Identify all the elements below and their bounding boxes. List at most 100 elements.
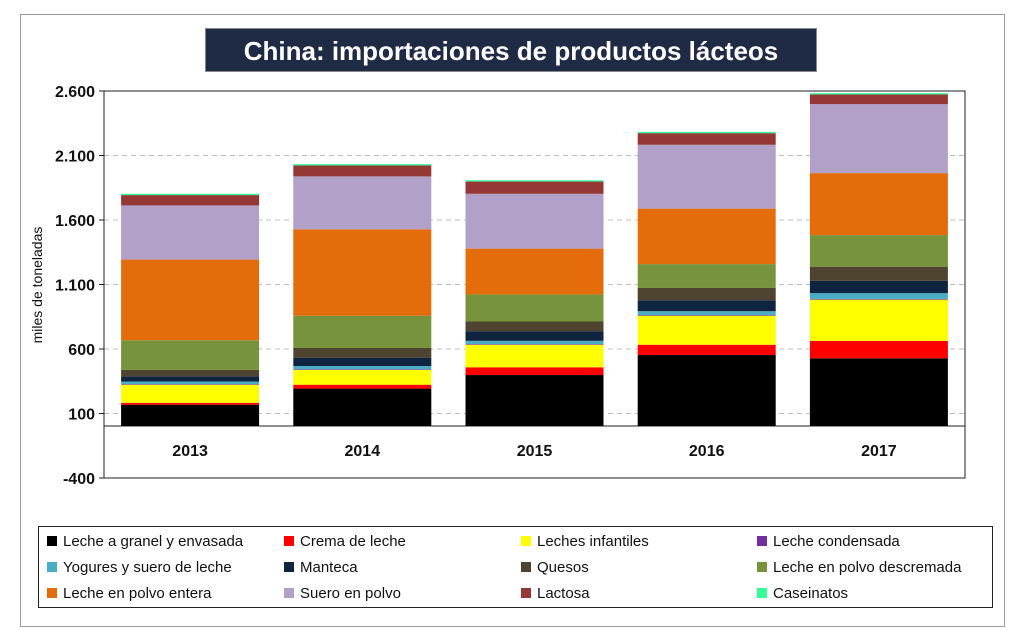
bar-segment — [293, 164, 432, 166]
legend-item: Leche en polvo descremada — [757, 555, 961, 579]
y-tick-label: -400 — [63, 471, 95, 488]
bar-segment — [121, 205, 260, 260]
bar-segment — [121, 369, 260, 377]
bar-segment — [637, 315, 776, 345]
legend-swatch — [47, 562, 57, 572]
bar-stack-2017 — [809, 93, 948, 426]
bar-segment — [293, 384, 432, 389]
bar-segment — [809, 173, 948, 236]
legend-label: Caseinatos — [773, 584, 849, 602]
y-tick-label: 1.100 — [55, 278, 95, 295]
legend-item: Suero en polvo — [284, 581, 401, 605]
y-axis-label: miles de toneladas — [29, 227, 45, 344]
bar-segment — [637, 208, 776, 265]
bar-segment — [293, 165, 432, 177]
legend-swatch — [757, 536, 767, 546]
bar-segment — [121, 381, 260, 385]
legend-item: Caseinatos — [757, 581, 848, 605]
bar-segment — [293, 357, 432, 367]
legend-item: Leche en polvo entera — [47, 581, 211, 605]
legend-label: Leche en polvo descremada — [773, 558, 962, 576]
legend-item: Quesos — [521, 555, 589, 579]
bar-segment — [465, 181, 604, 194]
bar-segment — [809, 94, 948, 105]
bar-segment — [293, 369, 432, 385]
bar-segment — [465, 294, 604, 322]
bar-segment — [121, 402, 260, 405]
bar-segment — [809, 299, 948, 341]
bar-segment — [637, 131, 776, 134]
legend-swatch — [757, 562, 767, 572]
legend-swatch — [47, 536, 57, 546]
bar-segment — [809, 235, 948, 267]
legend-swatch — [521, 588, 531, 598]
y-tick-label: 1.600 — [55, 213, 95, 230]
y-tick-label: 100 — [68, 407, 95, 424]
legend-label: Leche en polvo entera — [63, 584, 212, 602]
bar-segment — [637, 300, 776, 312]
bars — [121, 93, 948, 426]
legend-swatch — [521, 562, 531, 572]
bar-segment — [121, 376, 260, 382]
bar-segment — [465, 367, 604, 376]
legend: Leche a granel y envasada Crema de leche L… — [38, 526, 993, 608]
legend-label: Leche a granel y envasada — [63, 532, 244, 550]
bar-segment — [637, 311, 776, 316]
bar-segment — [293, 229, 432, 316]
bar-segment — [465, 344, 604, 368]
bar-stack-2014 — [293, 164, 432, 426]
bar-segment — [465, 344, 604, 345]
bar-segment — [293, 315, 432, 348]
bar-segment — [465, 193, 604, 249]
legend-swatch — [284, 588, 294, 598]
legend-label: Suero en polvo — [300, 584, 401, 602]
legend-label: Leches infantiles — [537, 532, 649, 550]
bar-segment — [293, 388, 432, 426]
legend-label: Manteca — [300, 558, 358, 576]
y-tick-label: 2.600 — [55, 84, 95, 101]
bar-segment — [293, 369, 432, 370]
legend-item: Leche condensada — [757, 529, 900, 553]
bar-segment — [465, 375, 604, 426]
legend-item: Leches infantiles — [521, 529, 649, 553]
bar-segment — [121, 193, 260, 196]
bar-segment — [637, 315, 776, 316]
bar-segment — [809, 298, 948, 300]
legend-item: Lactosa — [521, 581, 590, 605]
bar-segment — [809, 266, 948, 281]
bar-segment — [293, 176, 432, 230]
bar-segment — [121, 340, 260, 370]
y-tick-label: 2.100 — [55, 149, 95, 166]
bar-segment — [637, 355, 776, 426]
legend-swatch — [47, 588, 57, 598]
bar-segment — [465, 321, 604, 332]
legend-label: Lactosa — [537, 584, 590, 602]
legend-label: Leche condensada — [773, 532, 900, 550]
y-tick-label: 600 — [68, 342, 95, 359]
legend-item: Crema de leche — [284, 529, 406, 553]
x-tick-label: 2015 — [517, 443, 553, 460]
bar-segment — [121, 195, 260, 206]
legend-swatch — [284, 562, 294, 572]
bar-segment — [809, 293, 948, 299]
bar-segment — [121, 404, 260, 426]
bar-segment — [293, 347, 432, 358]
bar-segment — [637, 287, 776, 301]
legend-swatch — [284, 536, 294, 546]
legend-label: Quesos — [537, 558, 589, 576]
bar-segment — [121, 384, 260, 385]
chart-title: China: importaciones de productos lácteo… — [205, 28, 817, 72]
legend-swatch — [521, 536, 531, 546]
bar-segment — [465, 340, 604, 345]
bar-segment — [809, 93, 948, 95]
bar-segment — [809, 104, 948, 174]
legend-label: Yogures y suero de leche — [63, 558, 232, 576]
bar-segment — [465, 180, 604, 182]
bar-segment — [637, 264, 776, 288]
x-tick-label: 2016 — [689, 443, 725, 460]
x-tick-label: 2014 — [345, 443, 381, 460]
bar-segment — [637, 344, 776, 356]
legend-item: Manteca — [284, 555, 358, 579]
bar-segment — [465, 248, 604, 295]
